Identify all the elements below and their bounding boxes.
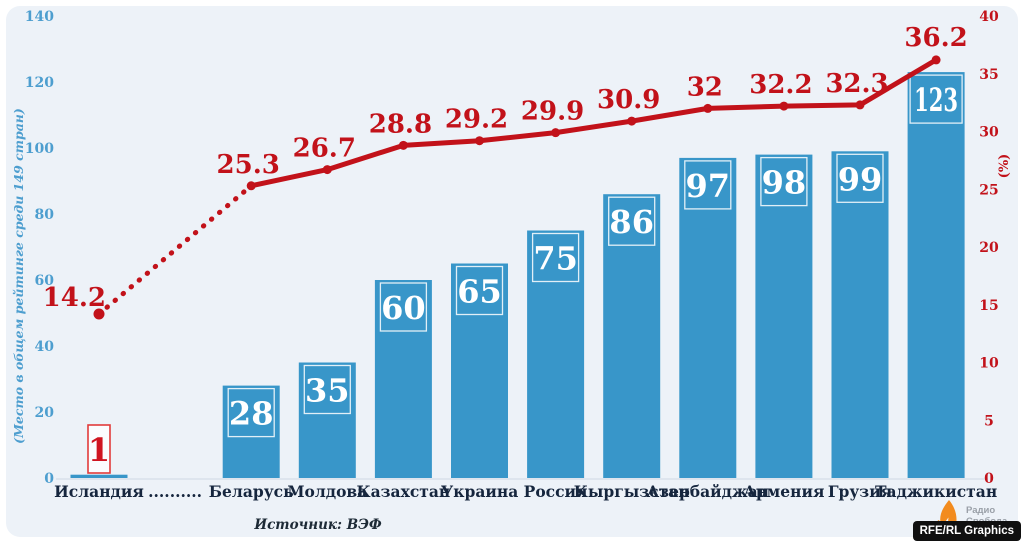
bar bbox=[907, 72, 965, 478]
left-axis-title: (Место в общем рейтинге среди 149 стран) bbox=[11, 108, 26, 444]
line-point bbox=[475, 136, 484, 146]
category-label: Азербайджан bbox=[647, 482, 769, 501]
bar-value-box bbox=[531, 232, 580, 283]
bar-value-box bbox=[455, 265, 504, 316]
bar-value-box bbox=[227, 387, 275, 438]
bar bbox=[374, 280, 432, 478]
category-label: Молдова bbox=[287, 482, 367, 501]
category-label: Грузия bbox=[828, 482, 892, 501]
line-value-label: 14.2 bbox=[43, 283, 106, 313]
bar bbox=[451, 263, 508, 478]
bar-value-box bbox=[760, 156, 808, 207]
category-label: Таджикистан bbox=[875, 482, 997, 501]
line-point bbox=[703, 103, 713, 113]
left-axis-tick: 40 bbox=[35, 339, 55, 355]
bar-value-label: 97 bbox=[686, 167, 731, 205]
right-axis-tick: 10 bbox=[979, 356, 999, 372]
left-axis-tick: 20 bbox=[35, 405, 55, 421]
bar-value-label: 65 bbox=[457, 273, 502, 311]
line-segment-dotted bbox=[96, 183, 254, 317]
line-point bbox=[322, 165, 332, 175]
bar bbox=[527, 230, 585, 478]
line-value-label: 28.8 bbox=[369, 109, 432, 139]
bar bbox=[70, 474, 128, 478]
line-value-label: 30.9 bbox=[597, 85, 660, 115]
line-value-label: 36.2 bbox=[904, 23, 967, 53]
category-label: Казахстан bbox=[357, 482, 451, 501]
bar-value-box bbox=[836, 153, 884, 203]
bar-value-label: 123 bbox=[914, 81, 958, 119]
bar-value-label: 35 bbox=[305, 372, 350, 410]
line-value-label: 32.3 bbox=[825, 69, 888, 99]
bar-value-box bbox=[303, 364, 351, 415]
line-point bbox=[779, 101, 789, 111]
line-point bbox=[627, 116, 637, 126]
source-label: Источник: ВЭФ bbox=[254, 517, 382, 533]
bar-value-box bbox=[608, 196, 656, 246]
category-label: .......... bbox=[148, 482, 202, 501]
right-axis-tick: 5 bbox=[984, 413, 994, 429]
category-label: Кыргызстан bbox=[574, 482, 690, 501]
bar-value-box bbox=[87, 424, 111, 474]
category-label: Россия bbox=[524, 482, 588, 501]
line-point bbox=[398, 140, 408, 150]
line-point bbox=[931, 55, 941, 65]
line-value-label: 26.7 bbox=[293, 134, 356, 164]
category-label: Украина bbox=[441, 482, 519, 501]
right-axis-tick: 15 bbox=[979, 298, 998, 314]
bar-value-label: 99 bbox=[838, 160, 883, 198]
line-value-label: 29.9 bbox=[521, 97, 584, 127]
line-value-label: 32 bbox=[687, 72, 723, 102]
line-point bbox=[551, 128, 561, 138]
category-label: Беларусь bbox=[209, 482, 294, 501]
left-axis-tick: 60 bbox=[35, 273, 55, 289]
category-label: Армения bbox=[743, 482, 824, 501]
bar bbox=[222, 385, 280, 478]
bar bbox=[831, 151, 889, 479]
line-value-label: 29.2 bbox=[445, 105, 508, 135]
bar bbox=[755, 154, 813, 478]
left-axis-tick: 100 bbox=[25, 141, 54, 157]
left-axis-tick: 120 bbox=[25, 75, 54, 91]
right-axis-title: (%) bbox=[997, 154, 1012, 179]
line-point bbox=[246, 181, 256, 191]
line-point bbox=[855, 100, 865, 110]
bar-value-label: 1 bbox=[88, 431, 110, 469]
right-axis-tick: 35 bbox=[979, 67, 998, 83]
right-axis-tick: 20 bbox=[979, 240, 999, 256]
right-axis-tick: 0 bbox=[984, 471, 994, 487]
right-axis-tick: 40 bbox=[979, 9, 999, 25]
credit-badge: RFE/RL Graphics bbox=[912, 521, 1021, 541]
left-axis-tick: 80 bbox=[35, 207, 55, 223]
line-segment-solid bbox=[248, 57, 939, 189]
bar-value-box bbox=[684, 160, 732, 210]
bar-value-label: 28 bbox=[229, 395, 274, 433]
bar bbox=[679, 157, 737, 478]
bar-value-label: 86 bbox=[609, 203, 654, 241]
left-axis-tick: 140 bbox=[25, 9, 54, 25]
bar-value-label: 60 bbox=[381, 289, 426, 327]
right-axis-tick: 25 bbox=[979, 182, 998, 198]
bar-value-box bbox=[909, 74, 963, 124]
bar bbox=[603, 194, 661, 478]
line-value-label: 32.2 bbox=[749, 70, 812, 100]
right-axis-tick: 30 bbox=[979, 125, 999, 141]
line-value-label: 25.3 bbox=[217, 150, 280, 180]
bar-value-label: 75 bbox=[533, 240, 578, 278]
bar-value-label: 98 bbox=[762, 164, 807, 202]
bar-value-box bbox=[379, 282, 428, 332]
left-axis-tick: 0 bbox=[44, 471, 54, 487]
category-label: Исландия bbox=[54, 482, 144, 501]
rferl-logo-line1: Радио bbox=[966, 505, 996, 516]
bar bbox=[298, 362, 356, 478]
line-point bbox=[93, 308, 105, 320]
